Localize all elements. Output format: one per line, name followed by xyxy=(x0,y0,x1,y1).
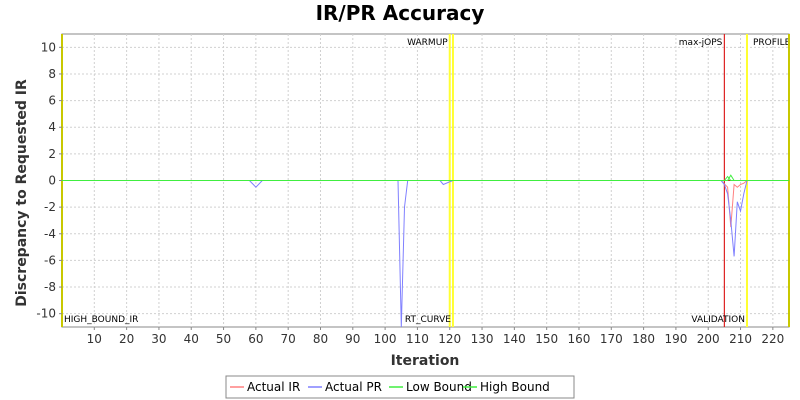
x-tick-label: 180 xyxy=(632,332,655,346)
y-tick-label: -4 xyxy=(44,227,56,241)
x-tick-label: 30 xyxy=(151,332,166,346)
x-tick-label: 10 xyxy=(87,332,102,346)
legend-label: Actual PR xyxy=(325,380,382,394)
y-tick-label: 2 xyxy=(48,147,56,161)
x-tick-label: 40 xyxy=(184,332,199,346)
x-tick-label: 150 xyxy=(535,332,558,346)
x-tick-label: 170 xyxy=(600,332,623,346)
x-tick-label: 200 xyxy=(697,332,720,346)
marker-label: RT_CURVE xyxy=(405,315,451,325)
x-tick-label: 60 xyxy=(248,332,263,346)
x-tick-label: 120 xyxy=(438,332,461,346)
x-tick-label: 100 xyxy=(374,332,397,346)
y-tick-label: 4 xyxy=(48,120,56,134)
x-tick-label: 20 xyxy=(119,332,134,346)
y-tick-label: 8 xyxy=(48,67,56,81)
x-tick-label: 110 xyxy=(406,332,429,346)
y-tick-label: -8 xyxy=(44,280,56,294)
chart-title: IR/PR Accuracy xyxy=(316,1,485,25)
legend-label: Actual IR xyxy=(247,380,300,394)
marker-label: max-jOPS xyxy=(679,38,723,48)
y-axis-ticks: -10 -8 -6 -4 -2 0 2 4 6 8 10 xyxy=(36,40,62,321)
y-tick-label: 6 xyxy=(48,94,56,108)
x-tick-label: 50 xyxy=(216,332,231,346)
x-tick-label: 140 xyxy=(503,332,526,346)
y-axis-label: Discrepancy to Requested IR xyxy=(14,79,30,307)
y-tick-label: 0 xyxy=(48,174,56,188)
x-tick-label: 190 xyxy=(664,332,687,346)
marker-label: PROFILE xyxy=(753,38,791,48)
y-tick-label: -6 xyxy=(44,253,56,267)
x-axis-ticks: 10 20 30 40 50 60 70 80 90 100 110 120 130 140 150 160 1… xyxy=(87,327,784,346)
marker-label: WARMUP xyxy=(407,38,448,48)
legend-label: High Bound xyxy=(480,380,550,394)
series-line xyxy=(62,174,789,181)
x-tick-label: 210 xyxy=(729,332,752,346)
y-tick-label: -2 xyxy=(44,200,56,214)
series-lines xyxy=(62,174,789,328)
y-tick-label: -10 xyxy=(36,307,56,321)
marker-label: VALIDATION xyxy=(691,315,745,325)
marker-label: HIGH_BOUND_IR xyxy=(64,315,138,325)
x-tick-label: 160 xyxy=(568,332,591,346)
x-axis-label: Iteration xyxy=(391,353,460,369)
x-tick-label: 220 xyxy=(761,332,784,346)
x-tick-label: 70 xyxy=(281,332,296,346)
legend-label: Low Bound xyxy=(406,380,472,394)
legend: Actual IR Actual PR Low Bound High Bound xyxy=(225,375,575,399)
y-tick-label: 10 xyxy=(41,40,56,54)
x-tick-label: 90 xyxy=(345,332,360,346)
x-tick-label: 130 xyxy=(471,332,494,346)
x-tick-label: 80 xyxy=(313,332,328,346)
